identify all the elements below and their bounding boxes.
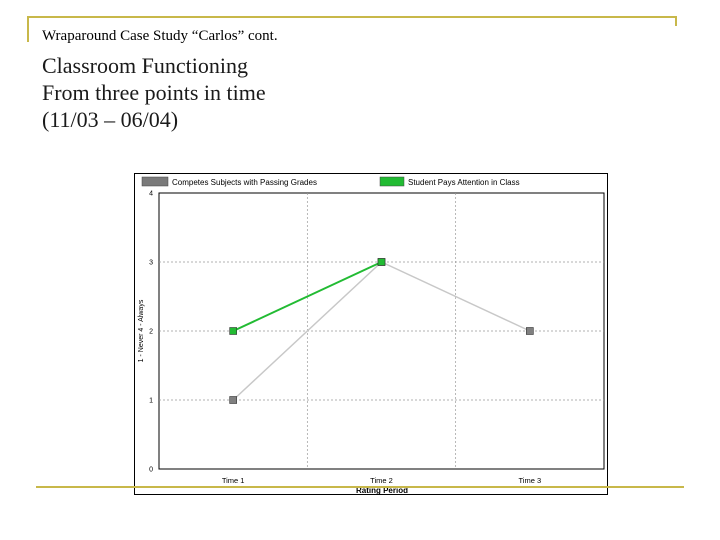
data-point-series-2	[229, 327, 237, 335]
series-markers	[229, 258, 534, 404]
slide-subtitle: Wraparound Case Study “Carlos” cont.	[42, 28, 278, 44]
x-tick-label: Time 3	[519, 476, 542, 485]
y-axis-label: 1 - Never 4 - Always	[138, 299, 145, 362]
heading-line-1: Classroom Functioning	[42, 53, 248, 78]
x-tick-label: Time 2	[370, 476, 393, 485]
legend-background	[136, 175, 606, 189]
legend: Competes Subjects with Passing Grades St…	[136, 175, 606, 189]
y-tick-label: 2	[149, 329, 153, 336]
decorative-left-rule	[27, 16, 29, 42]
legend-label-series-2: Student Pays Attention in Class	[408, 178, 520, 187]
x-tick-label: Time 1	[222, 476, 245, 485]
y-tick-label: 1	[149, 398, 153, 405]
y-tick-label: 0	[149, 467, 153, 474]
chart-container: Competes Subjects with Passing Grades St…	[134, 173, 608, 495]
series-line-2	[232, 261, 382, 332]
x-axis-label: Rating Period	[356, 486, 408, 495]
data-point-series-2	[377, 258, 386, 266]
slide-heading: Classroom Functioning From three points …	[42, 52, 266, 133]
data-point-series-1	[526, 327, 534, 335]
data-point-series-1	[229, 396, 237, 404]
y-tick-labels: 0 1 2 3 4	[149, 191, 153, 474]
legend-swatch-series-2	[379, 176, 405, 187]
y-tick-label: 4	[149, 191, 153, 198]
plot-area	[158, 192, 605, 470]
legend-swatch-series-1	[141, 176, 169, 187]
decorative-right-tick	[675, 16, 677, 26]
legend-label-series-1: Competes Subjects with Passing Grades	[172, 178, 317, 187]
decorative-top-rule	[27, 16, 677, 18]
heading-line-3: (11/03 – 06/04)	[42, 107, 179, 132]
decorative-bottom-rule	[36, 486, 684, 488]
heading-line-2: From three points in time	[42, 80, 266, 105]
line-chart: Competes Subjects with Passing Grades St…	[134, 173, 608, 495]
x-tick-labels: Time 1 Time 2 Time 3	[222, 476, 541, 485]
y-tick-label: 3	[149, 260, 153, 267]
